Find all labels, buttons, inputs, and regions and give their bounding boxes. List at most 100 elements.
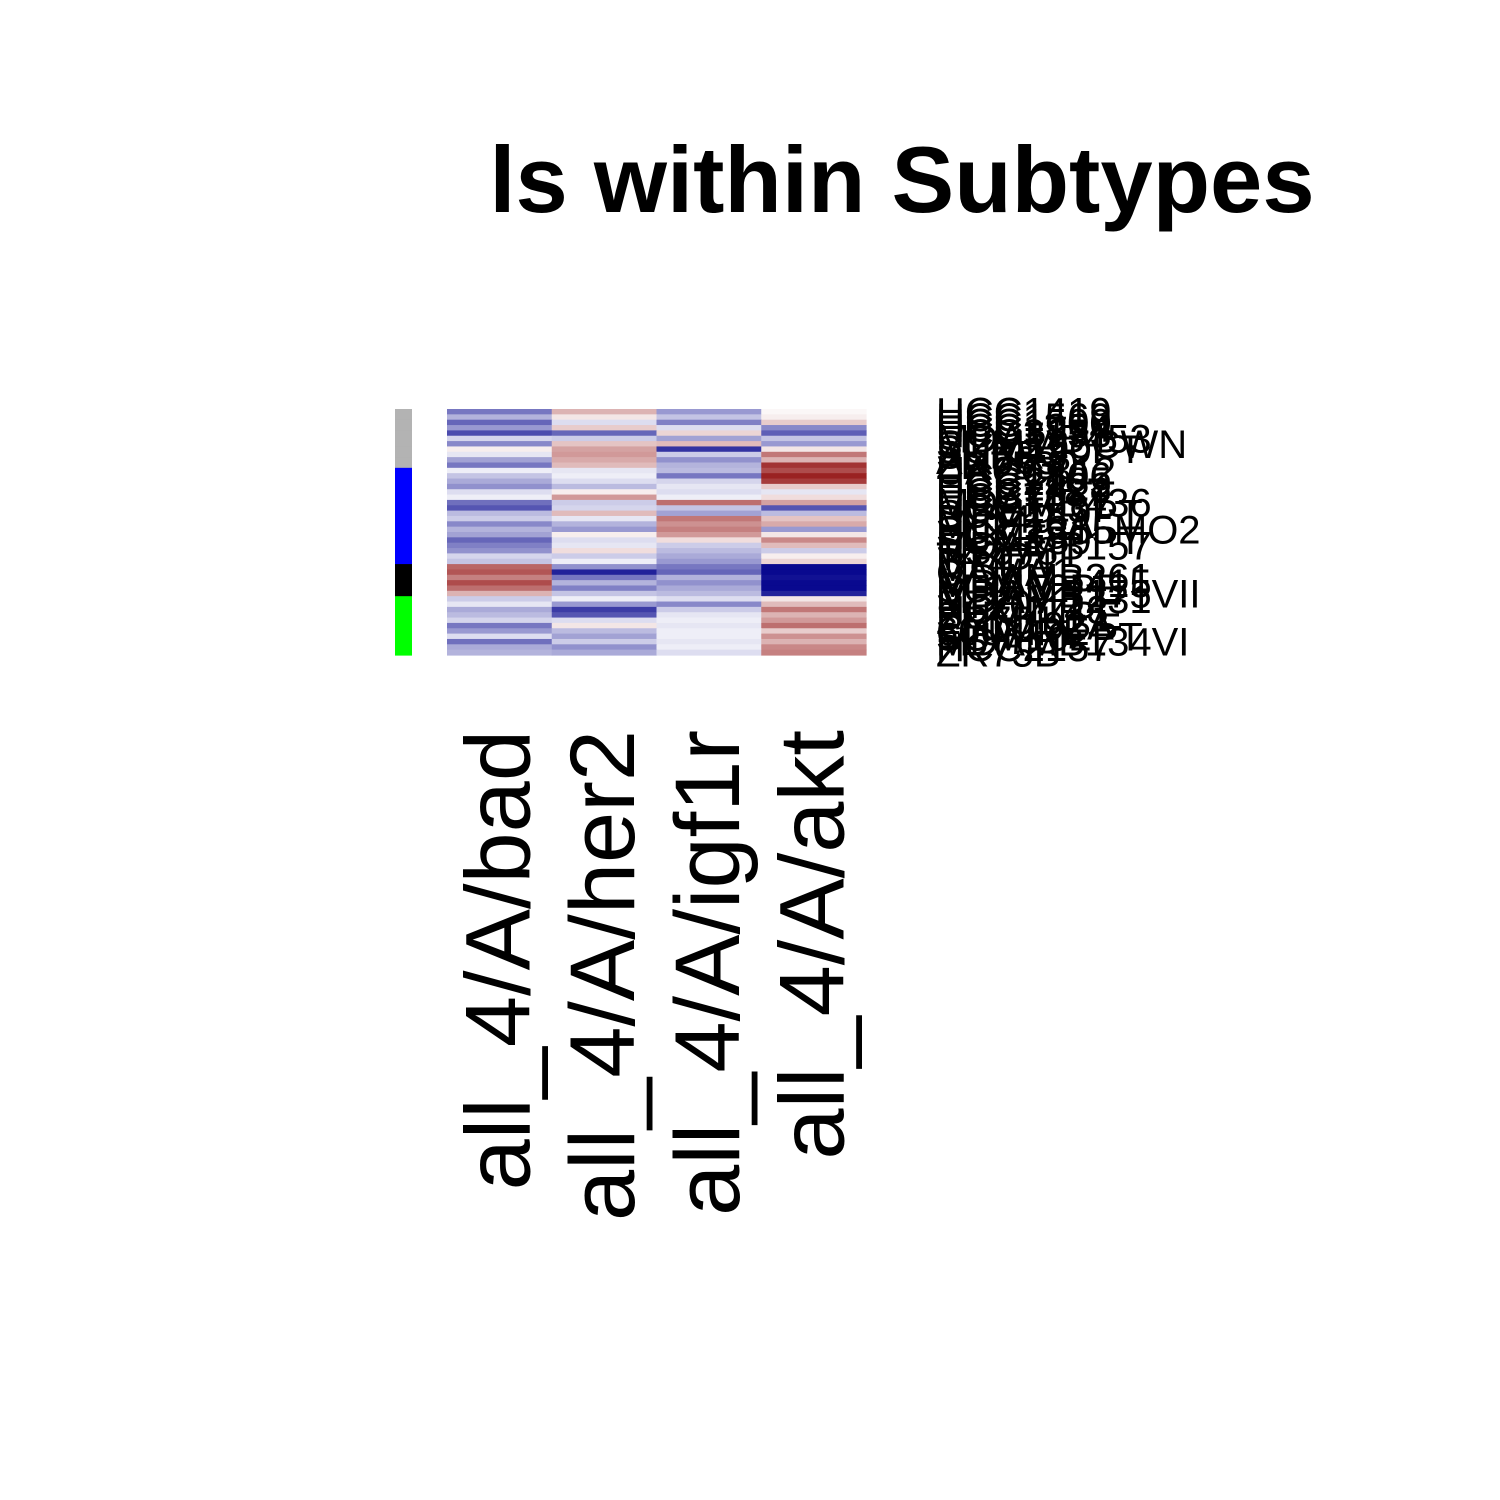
heatmap-cell — [447, 425, 553, 431]
column-labels: all_4/A/bad all_4/A/her2 all_4/A/igf1r all_… — [447, 730, 863, 1221]
heatmap-cell — [656, 521, 762, 528]
heatmap-cell — [761, 628, 867, 635]
heatmap-cell — [761, 446, 867, 453]
subtype-bar-segment — [395, 510, 412, 517]
row-label: BT549 — [936, 498, 1054, 542]
heatmap-cell — [656, 542, 762, 549]
heatmap-cell — [447, 585, 553, 592]
heatmap-cell — [551, 499, 658, 506]
heatmap-cell — [761, 537, 867, 544]
subtype-color-bar — [395, 409, 412, 656]
heatmap-cell — [656, 425, 762, 431]
row-label: CAMA1 — [936, 551, 1074, 595]
heatmap-cell — [447, 419, 553, 426]
row-label: SUM149PT — [936, 492, 1143, 536]
heatmap-cell — [551, 457, 658, 464]
heatmap-cell — [761, 580, 867, 587]
subtype-bar-segment — [395, 532, 412, 538]
heatmap-cell — [761, 419, 867, 426]
heatmap-cell — [551, 622, 658, 629]
row-label: HCC1428 — [936, 466, 1112, 510]
heatmap-cell — [447, 628, 553, 635]
heatmap-cell — [656, 564, 762, 571]
heatmap-cell — [551, 478, 658, 485]
heatmap-cell — [447, 473, 553, 480]
subtype-bar-segment — [395, 590, 412, 597]
heatmap-cell — [551, 462, 658, 469]
heatmap-cell — [447, 537, 553, 544]
row-label: HCC1419 — [936, 391, 1112, 435]
heatmap-cell — [656, 649, 762, 656]
heatmap-cell — [656, 601, 762, 608]
row-label: SUM190PT — [936, 428, 1143, 472]
heatmap-cell — [447, 532, 553, 538]
subtype-bar-segment — [395, 548, 412, 554]
row-label: HCC1954 — [936, 407, 1112, 451]
heatmap-cell — [656, 435, 762, 442]
heatmap-cell — [447, 494, 553, 501]
heatmap-cell — [551, 505, 658, 512]
row-label: 600MPE — [936, 610, 1089, 654]
row-label: MCF7 — [936, 546, 1045, 590]
heatmap-cell — [656, 580, 762, 587]
heatmap-cell — [656, 489, 762, 496]
heatmap-cell — [551, 590, 658, 597]
heatmap-cell — [551, 601, 658, 608]
heatmap-cell — [656, 451, 762, 458]
heatmap-cell — [761, 649, 867, 656]
subtype-bar-segment — [395, 649, 412, 656]
heatmap-cell — [761, 489, 867, 496]
heatmap-cells — [447, 409, 867, 656]
heatmap-cell — [551, 425, 658, 431]
heatmap-cell — [447, 606, 553, 613]
column-label: all_4/A/her2 — [552, 730, 654, 1221]
heatmap-cell — [656, 596, 762, 603]
subtype-bar-segment — [395, 435, 412, 442]
subtype-bar-segment — [395, 419, 412, 426]
column-label: all_4/A/akt — [762, 730, 864, 1160]
heatmap-cell — [656, 553, 762, 560]
heatmap-cell — [551, 580, 658, 587]
row-label: HCC38 — [936, 514, 1067, 558]
heatmap-cell — [761, 601, 867, 608]
row-label: MDAMB361 — [936, 556, 1152, 600]
heatmap-cell — [447, 644, 553, 651]
column-label: all_4/A/bad — [447, 730, 549, 1190]
heatmap-cell — [761, 612, 867, 619]
heatmap-cell — [551, 649, 658, 656]
heatmap-cell — [761, 558, 867, 565]
subtype-bar-segment — [395, 574, 412, 581]
heatmap-cell — [656, 462, 762, 469]
subtype-bar-segment — [395, 446, 412, 453]
subtype-bar-segment — [395, 473, 412, 480]
heatmap-cell — [447, 601, 553, 608]
row-label: UACC812 — [936, 450, 1116, 494]
heatmap-cell — [551, 638, 658, 645]
subtype-bar-segment — [395, 430, 412, 437]
heatmap-cell — [551, 489, 658, 496]
heatmap-cell — [656, 526, 762, 533]
heatmap-cell — [447, 483, 553, 490]
heatmap-cell — [551, 435, 658, 442]
subtype-bar-segment — [395, 542, 412, 549]
subtype-bar-segment — [395, 628, 412, 635]
heatmap-cell — [447, 548, 553, 554]
heatmap-cell — [447, 457, 553, 464]
heatmap-cell — [551, 494, 658, 501]
row-label: HCC1143 — [936, 589, 1109, 633]
subtype-bar-segment — [395, 457, 412, 464]
subtype-bar-segment — [395, 622, 412, 629]
heatmap-cell — [551, 606, 658, 613]
subtype-bar-segment — [395, 494, 412, 501]
subtype-bar-segment — [395, 462, 412, 469]
row-label: T47D — [936, 535, 1034, 579]
heatmap-cell — [656, 505, 762, 512]
heatmap-cell — [656, 494, 762, 501]
heatmap-cell — [447, 505, 553, 512]
heatmap-cell — [761, 441, 867, 448]
heatmap-cell — [447, 633, 553, 640]
heatmap-cell — [761, 542, 867, 549]
heatmap-cell — [761, 430, 867, 437]
row-label: MDAMB453 — [936, 417, 1152, 461]
heatmap-cell — [447, 478, 553, 485]
